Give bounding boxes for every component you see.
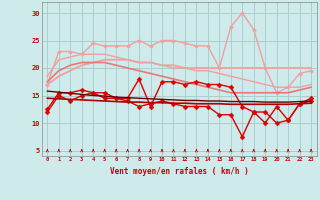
X-axis label: Vent moyen/en rafales ( km/h ): Vent moyen/en rafales ( km/h ): [110, 167, 249, 176]
